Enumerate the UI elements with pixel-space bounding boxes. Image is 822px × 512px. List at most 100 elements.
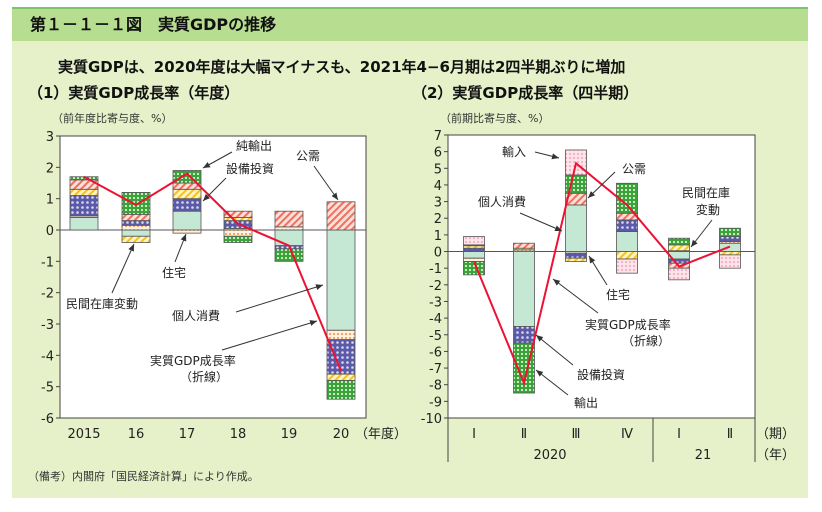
right-year-unit: （年） — [756, 448, 795, 463]
y-tick-label: -8 — [429, 379, 442, 394]
y-tick-label: -2 — [41, 287, 54, 302]
y-tick-label: 4 — [434, 179, 442, 194]
annot-capex: 設備投資 — [226, 161, 274, 176]
bar-segment-consumption — [513, 251, 535, 327]
x-tick-label: Ⅲ — [572, 427, 581, 442]
annot-exports: 輸出 — [574, 395, 598, 410]
y-tick-label: -3 — [429, 295, 442, 310]
bar-segment-housing — [668, 244, 690, 252]
bar-segment-consumption — [121, 229, 151, 237]
x-tick-label: Ⅱ — [727, 427, 733, 442]
bar-segment-capex — [668, 258, 690, 264]
annot-gdp-line-sub: （折線） — [622, 333, 670, 348]
y-tick-label: -2 — [429, 279, 442, 294]
bar-segment-housing — [719, 251, 741, 256]
bar-segment-netexp — [121, 191, 151, 215]
annot-gdp-line-sub: （折線） — [180, 369, 228, 384]
x-tick-label: Ⅳ — [621, 427, 633, 442]
y-tick-label: -9 — [429, 395, 442, 410]
left-y-unit: （前年度比寄与度、%） — [52, 111, 172, 125]
bar-segment-housing — [69, 188, 99, 196]
bar-segment-capex — [565, 252, 587, 259]
annot-gdp-line: 実質GDP成長率 — [585, 317, 671, 332]
bar-segment-inventory — [172, 229, 202, 234]
y-tick-label: 1 — [434, 229, 442, 244]
bar-segment-imports — [719, 254, 741, 269]
gdp-growth-line — [473, 161, 731, 387]
bar-segment-consumption — [69, 217, 99, 231]
bar-segment-netexp — [223, 235, 253, 243]
bar-segment-netexp — [668, 237, 690, 246]
bar-segment-housing — [121, 235, 151, 243]
y-tick-label: -4 — [41, 349, 54, 364]
x-tick-label: 2015 — [67, 427, 100, 442]
bar-segment-consumption — [274, 229, 304, 247]
annot-public: 公需 — [622, 162, 646, 176]
bar-segment-netexp — [616, 182, 638, 214]
y-tick-label: -1 — [41, 255, 54, 270]
bar-segment-netexp — [326, 379, 356, 400]
y-tick-label: 0 — [46, 224, 54, 239]
bar-segment-consumption — [463, 251, 485, 259]
y-tick-label: 2 — [46, 161, 54, 176]
annot-housing: 住宅 — [606, 287, 630, 302]
x-tick-label: 17 — [179, 427, 196, 442]
bar-segment-netexp — [719, 227, 741, 237]
y-tick-label: -5 — [41, 381, 54, 396]
bar-segment-capex — [172, 198, 202, 212]
y-tick-label: -6 — [41, 412, 54, 427]
bar-segment-capex — [463, 247, 485, 252]
bar-segment-pub — [326, 201, 356, 231]
bar-segment-inventory — [326, 329, 356, 341]
bar-segment-capex — [69, 195, 99, 217]
year-2020-label: 2020 — [533, 448, 566, 463]
y-tick-label: -3 — [41, 318, 54, 333]
annot-inventory-sub: 変動 — [696, 202, 720, 217]
bar-segment-housing — [326, 373, 356, 381]
y-tick-label: -6 — [429, 345, 442, 360]
y-tick-label: 6 — [434, 146, 442, 161]
y-tick-label: 7 — [434, 129, 442, 144]
bar-segment-housing — [616, 251, 638, 260]
bar-segment-inventory — [463, 257, 485, 262]
bar-segment-netexp — [172, 170, 202, 184]
bar-segment-imports — [463, 236, 485, 246]
headline: 実質GDPは、2020年度は大幅マイナスも、2021年4−6月期は2四半期ぶりに… — [58, 58, 625, 76]
y-tick-label: 2 — [434, 212, 442, 227]
left-x-unit: （年度） — [355, 426, 407, 442]
annot-capex: 設備投資 — [577, 367, 625, 382]
left-chart: 3 2 1 0 -1 -2 -3 -4 -5 -6 2015 16 17 18 19 20 — [41, 130, 367, 442]
bar-segment-capex — [513, 326, 535, 344]
x-tick-label: 18 — [230, 427, 247, 442]
x-tick-label: 16 — [128, 427, 145, 442]
x-tick-label: Ⅱ — [521, 427, 527, 442]
right-annotations: 輸入 公需 個人消費 民間在庫 変動 住宅 実質GDP成長率 （折線） 設備投資… — [478, 144, 730, 410]
right-chart-title: （2）実質GDP成長率（四半期） — [412, 84, 638, 102]
left-annotations: 純輸出 設備投資 公需 住宅 民間在庫変動 個人消費 実質GDP成長率 （折線） — [66, 138, 339, 384]
bar-segment-inventory — [121, 224, 151, 231]
bar-segment-capex — [616, 219, 638, 232]
annot-consumption: 個人消費 — [172, 308, 220, 323]
annot-public: 公需 — [296, 149, 320, 163]
bar-segment-inventory — [274, 226, 304, 231]
y-tick-label: 1 — [46, 193, 54, 208]
bar-segment-capex — [719, 236, 741, 242]
annot-inventory: 民間在庫 — [682, 186, 730, 200]
x-tick-label: Ⅰ — [677, 427, 681, 442]
y-tick-label: 0 — [434, 246, 442, 261]
plot-area — [59, 135, 367, 419]
bar-segment-housing — [223, 217, 253, 221]
x-tick-label: 20 — [333, 427, 350, 442]
bar-segment-capex — [121, 220, 151, 226]
bar-segment-housing — [172, 188, 202, 200]
bar-segment-inventory — [223, 229, 253, 237]
x-tick-label: Ⅰ — [472, 427, 476, 442]
figure-title: 第１－１－１図 実質GDPの推移 — [30, 15, 276, 34]
y-tick-label: -1 — [429, 262, 442, 277]
bar-segment-imports — [668, 267, 690, 281]
header-band — [12, 8, 808, 41]
bar-segment-consumption — [565, 204, 587, 252]
bar-segment-consumption — [326, 229, 356, 331]
